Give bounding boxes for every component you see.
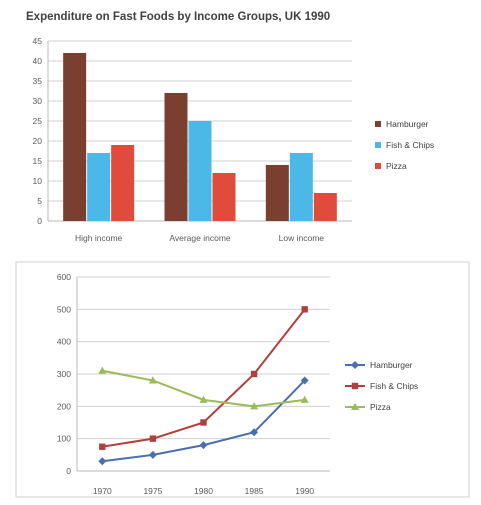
legend-label: Hamburger [386, 119, 429, 129]
legend-label: Fish & Chips [386, 140, 434, 150]
y-tick-label: 10 [33, 176, 43, 186]
bar-pizza [212, 173, 236, 221]
chart-title: Expenditure on Fast Foods by Income Grou… [26, 11, 330, 23]
x-tick-label: 1990 [295, 486, 314, 496]
legend-marker [351, 361, 359, 369]
x-tick-label: 1970 [93, 486, 112, 496]
y-tick-label: 300 [57, 369, 71, 379]
point-pizza [300, 395, 309, 403]
point-pizza [148, 376, 157, 384]
y-tick-label: 0 [66, 466, 71, 476]
legend-swatch [375, 163, 381, 169]
bar-fish-chips [289, 153, 313, 221]
legend-marker [351, 382, 359, 390]
y-tick-label: 45 [33, 36, 43, 46]
bar-chart: Expenditure on Fast Foods by Income Grou… [26, 11, 434, 243]
y-tick-label: 20 [33, 136, 43, 146]
y-tick-label: 200 [57, 401, 71, 411]
x-tick-label: 1985 [245, 486, 264, 496]
bar-hamburger [63, 53, 87, 221]
legend-label: Hamburger [370, 360, 413, 370]
x-tick-label: 1975 [143, 486, 162, 496]
bar-hamburger [265, 165, 289, 221]
point-hamburger [300, 376, 309, 385]
point-pizza [250, 402, 259, 410]
y-tick-label: 100 [57, 434, 71, 444]
bar-fish-chips [188, 121, 212, 221]
point-fish-chips [149, 435, 157, 442]
point-hamburger [199, 441, 208, 450]
y-tick-label: 30 [33, 96, 43, 106]
y-tick-label: 500 [57, 304, 71, 314]
y-tick-label: 400 [57, 337, 71, 347]
point-hamburger [148, 450, 157, 459]
legend-label: Pizza [370, 402, 391, 412]
bar-hamburger [164, 93, 188, 221]
bar-pizza [313, 193, 337, 221]
chart-frame [15, 261, 470, 498]
bar-fish-chips [87, 153, 111, 221]
y-tick-label: 600 [57, 272, 71, 282]
point-pizza [199, 395, 208, 403]
x-category-label: High income [75, 233, 123, 243]
point-fish-chips [200, 419, 207, 426]
x-category-label: Low income [279, 233, 325, 243]
point-fish-chips [99, 443, 106, 450]
y-tick-label: 40 [33, 56, 43, 66]
point-hamburger [250, 428, 259, 437]
y-tick-label: 0 [37, 216, 42, 226]
point-pizza [98, 366, 107, 374]
y-tick-label: 15 [33, 156, 43, 166]
y-tick-label: 5 [37, 196, 42, 206]
legend-swatch [375, 142, 381, 148]
point-hamburger [98, 457, 107, 466]
x-tick-label: 1980 [194, 486, 213, 496]
y-tick-label: 25 [33, 116, 43, 126]
legend-label: Fish & Chips [370, 381, 418, 391]
legend-marker [351, 402, 359, 410]
y-tick-label: 35 [33, 76, 43, 86]
legend-swatch [375, 121, 381, 127]
line-chart: 0 100 200 300 400 500 600 1970 1975 1980 1985 1990 H… [15, 261, 470, 498]
x-category-label: Average income [169, 233, 231, 243]
bar-pizza [111, 145, 135, 221]
point-fish-chips [250, 370, 258, 378]
legend-label: Pizza [386, 161, 407, 171]
point-fish-chips [301, 306, 308, 313]
